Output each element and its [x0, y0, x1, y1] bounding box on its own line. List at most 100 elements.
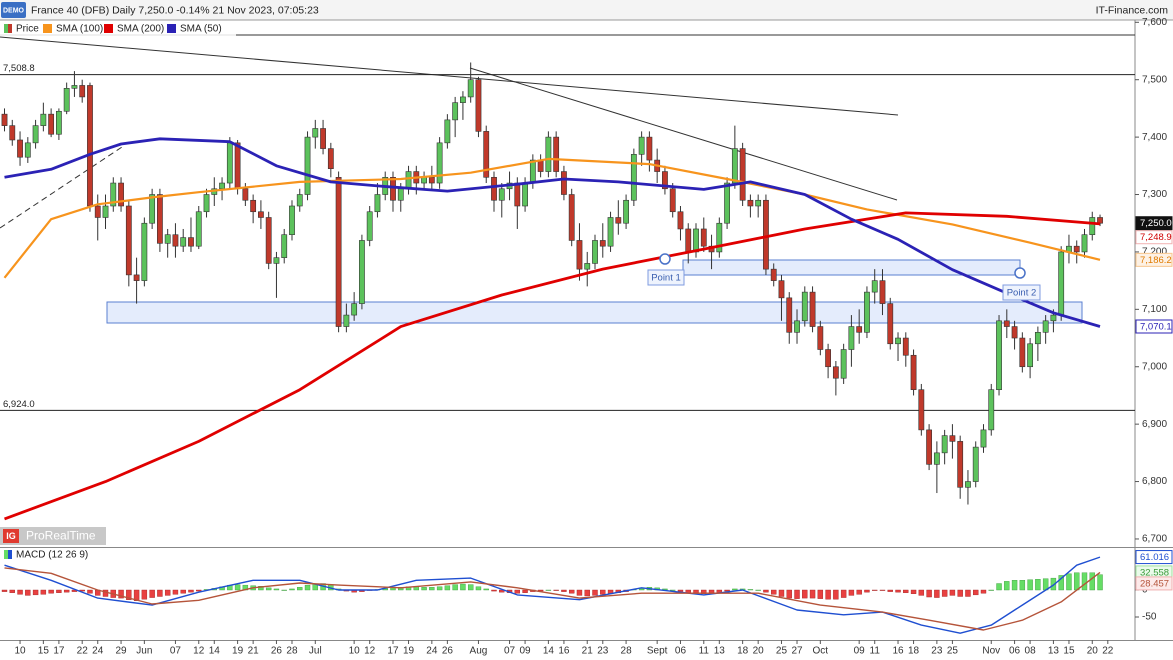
value-label-box — [1135, 576, 1173, 591]
watermark-logo-text: IG — [6, 531, 16, 541]
histogram-bar — [872, 589, 878, 591]
histogram-bar — [196, 589, 202, 592]
x-tick-label: 19 — [403, 646, 415, 657]
candle-body — [390, 176, 396, 201]
histogram-bar — [561, 589, 567, 592]
histogram-bar — [48, 589, 54, 594]
candle-body — [879, 280, 886, 304]
histogram-bar — [988, 589, 994, 591]
histogram-bar — [40, 589, 47, 595]
watermark-logo — [3, 529, 19, 543]
x-tick-label: 06 — [1009, 646, 1021, 657]
histogram-bar — [973, 589, 979, 596]
candle-body — [615, 217, 622, 224]
histogram-bar — [1066, 573, 1072, 591]
header-bar — [0, 0, 1173, 20]
histogram-bar — [1, 589, 8, 592]
candle-body — [351, 303, 358, 316]
value-label-box — [1135, 252, 1173, 267]
x-tick-label: 14 — [543, 646, 555, 657]
candle-body — [428, 176, 435, 184]
x-tick-label: 25 — [947, 646, 959, 657]
candle-body — [778, 280, 785, 299]
x-tick-label: 13 — [1048, 646, 1060, 657]
histogram-bar — [879, 589, 886, 591]
histogram-bar — [429, 587, 435, 591]
histogram-bar — [1050, 577, 1057, 591]
x-tick-label: 22 — [77, 646, 89, 657]
candle-body — [24, 142, 31, 158]
value-label-box — [1135, 550, 1173, 565]
candle-body — [219, 182, 225, 190]
demo-text: DEMO — [3, 7, 25, 14]
candle-body — [848, 326, 855, 350]
x-tick-label: 29 — [115, 646, 127, 657]
x-tick-label: 09 — [854, 646, 866, 657]
legend-label: SMA (100) — [56, 24, 103, 35]
series-line — [4, 556, 1101, 634]
histogram-bar — [848, 589, 855, 596]
histogram-bar — [817, 589, 824, 599]
x-tick-label: 17 — [387, 646, 399, 657]
histogram-bar — [157, 589, 163, 597]
point-label-box — [1002, 284, 1041, 301]
histogram-bar — [576, 589, 583, 596]
candle-body — [273, 257, 280, 264]
candle-body — [32, 125, 39, 144]
histogram-bar — [786, 589, 792, 599]
candle-body — [825, 349, 831, 368]
candle-body — [700, 228, 707, 247]
candle-body — [996, 320, 1002, 391]
y-tick-label: 7,500 — [1142, 74, 1167, 85]
value-label: 7,186.2 — [1140, 255, 1172, 266]
candle-body — [662, 171, 668, 190]
candle-body — [475, 79, 482, 132]
histogram-bar — [1019, 580, 1026, 591]
value-label: 7,070.1 — [1140, 322, 1172, 333]
legend-label: SMA (50) — [180, 24, 222, 35]
histogram-bar — [522, 589, 528, 593]
histogram-bar — [188, 589, 194, 593]
candle-body — [693, 228, 699, 253]
candle-body — [320, 128, 326, 149]
dashed-trend-line — [0, 146, 123, 229]
candle-body — [716, 222, 723, 253]
candle-body — [794, 320, 800, 333]
histogram-bar — [778, 589, 785, 597]
candle-body — [1027, 343, 1034, 368]
candle-body — [941, 435, 948, 454]
candle-body — [304, 136, 311, 195]
series-line — [4, 567, 1101, 631]
histogram-bar — [180, 589, 186, 594]
series-line — [4, 211, 1101, 521]
histogram-bar — [475, 586, 482, 591]
candle-body — [817, 326, 824, 350]
histogram-bar — [273, 588, 280, 591]
candle-body — [55, 110, 62, 135]
candle-body — [537, 159, 544, 172]
x-tick-label: 20 — [753, 646, 765, 657]
histogram-bar — [444, 585, 451, 591]
candle-body — [118, 182, 124, 207]
candle-body — [747, 199, 754, 207]
point-label: Point 2 — [1007, 288, 1037, 299]
candle-body — [731, 148, 738, 184]
candle-body — [71, 85, 78, 89]
x-tick-label: 10 — [349, 646, 361, 657]
candle-body — [545, 136, 552, 172]
point-label-box — [647, 269, 685, 286]
candle-body — [172, 234, 179, 247]
candle-body — [1019, 337, 1026, 368]
candle-body — [234, 142, 241, 190]
histogram-bar — [491, 589, 497, 592]
histogram-bar — [234, 584, 241, 591]
candle-body — [1081, 234, 1088, 253]
legend-swatch — [8, 24, 12, 33]
histogram-bar — [910, 589, 917, 594]
candle-body — [9, 125, 16, 141]
y-tick-label: 7,600 — [1142, 17, 1167, 28]
candle-body — [957, 441, 964, 488]
histogram-bar — [592, 589, 598, 596]
histogram-bar — [514, 589, 521, 594]
histogram-bar — [297, 587, 303, 591]
